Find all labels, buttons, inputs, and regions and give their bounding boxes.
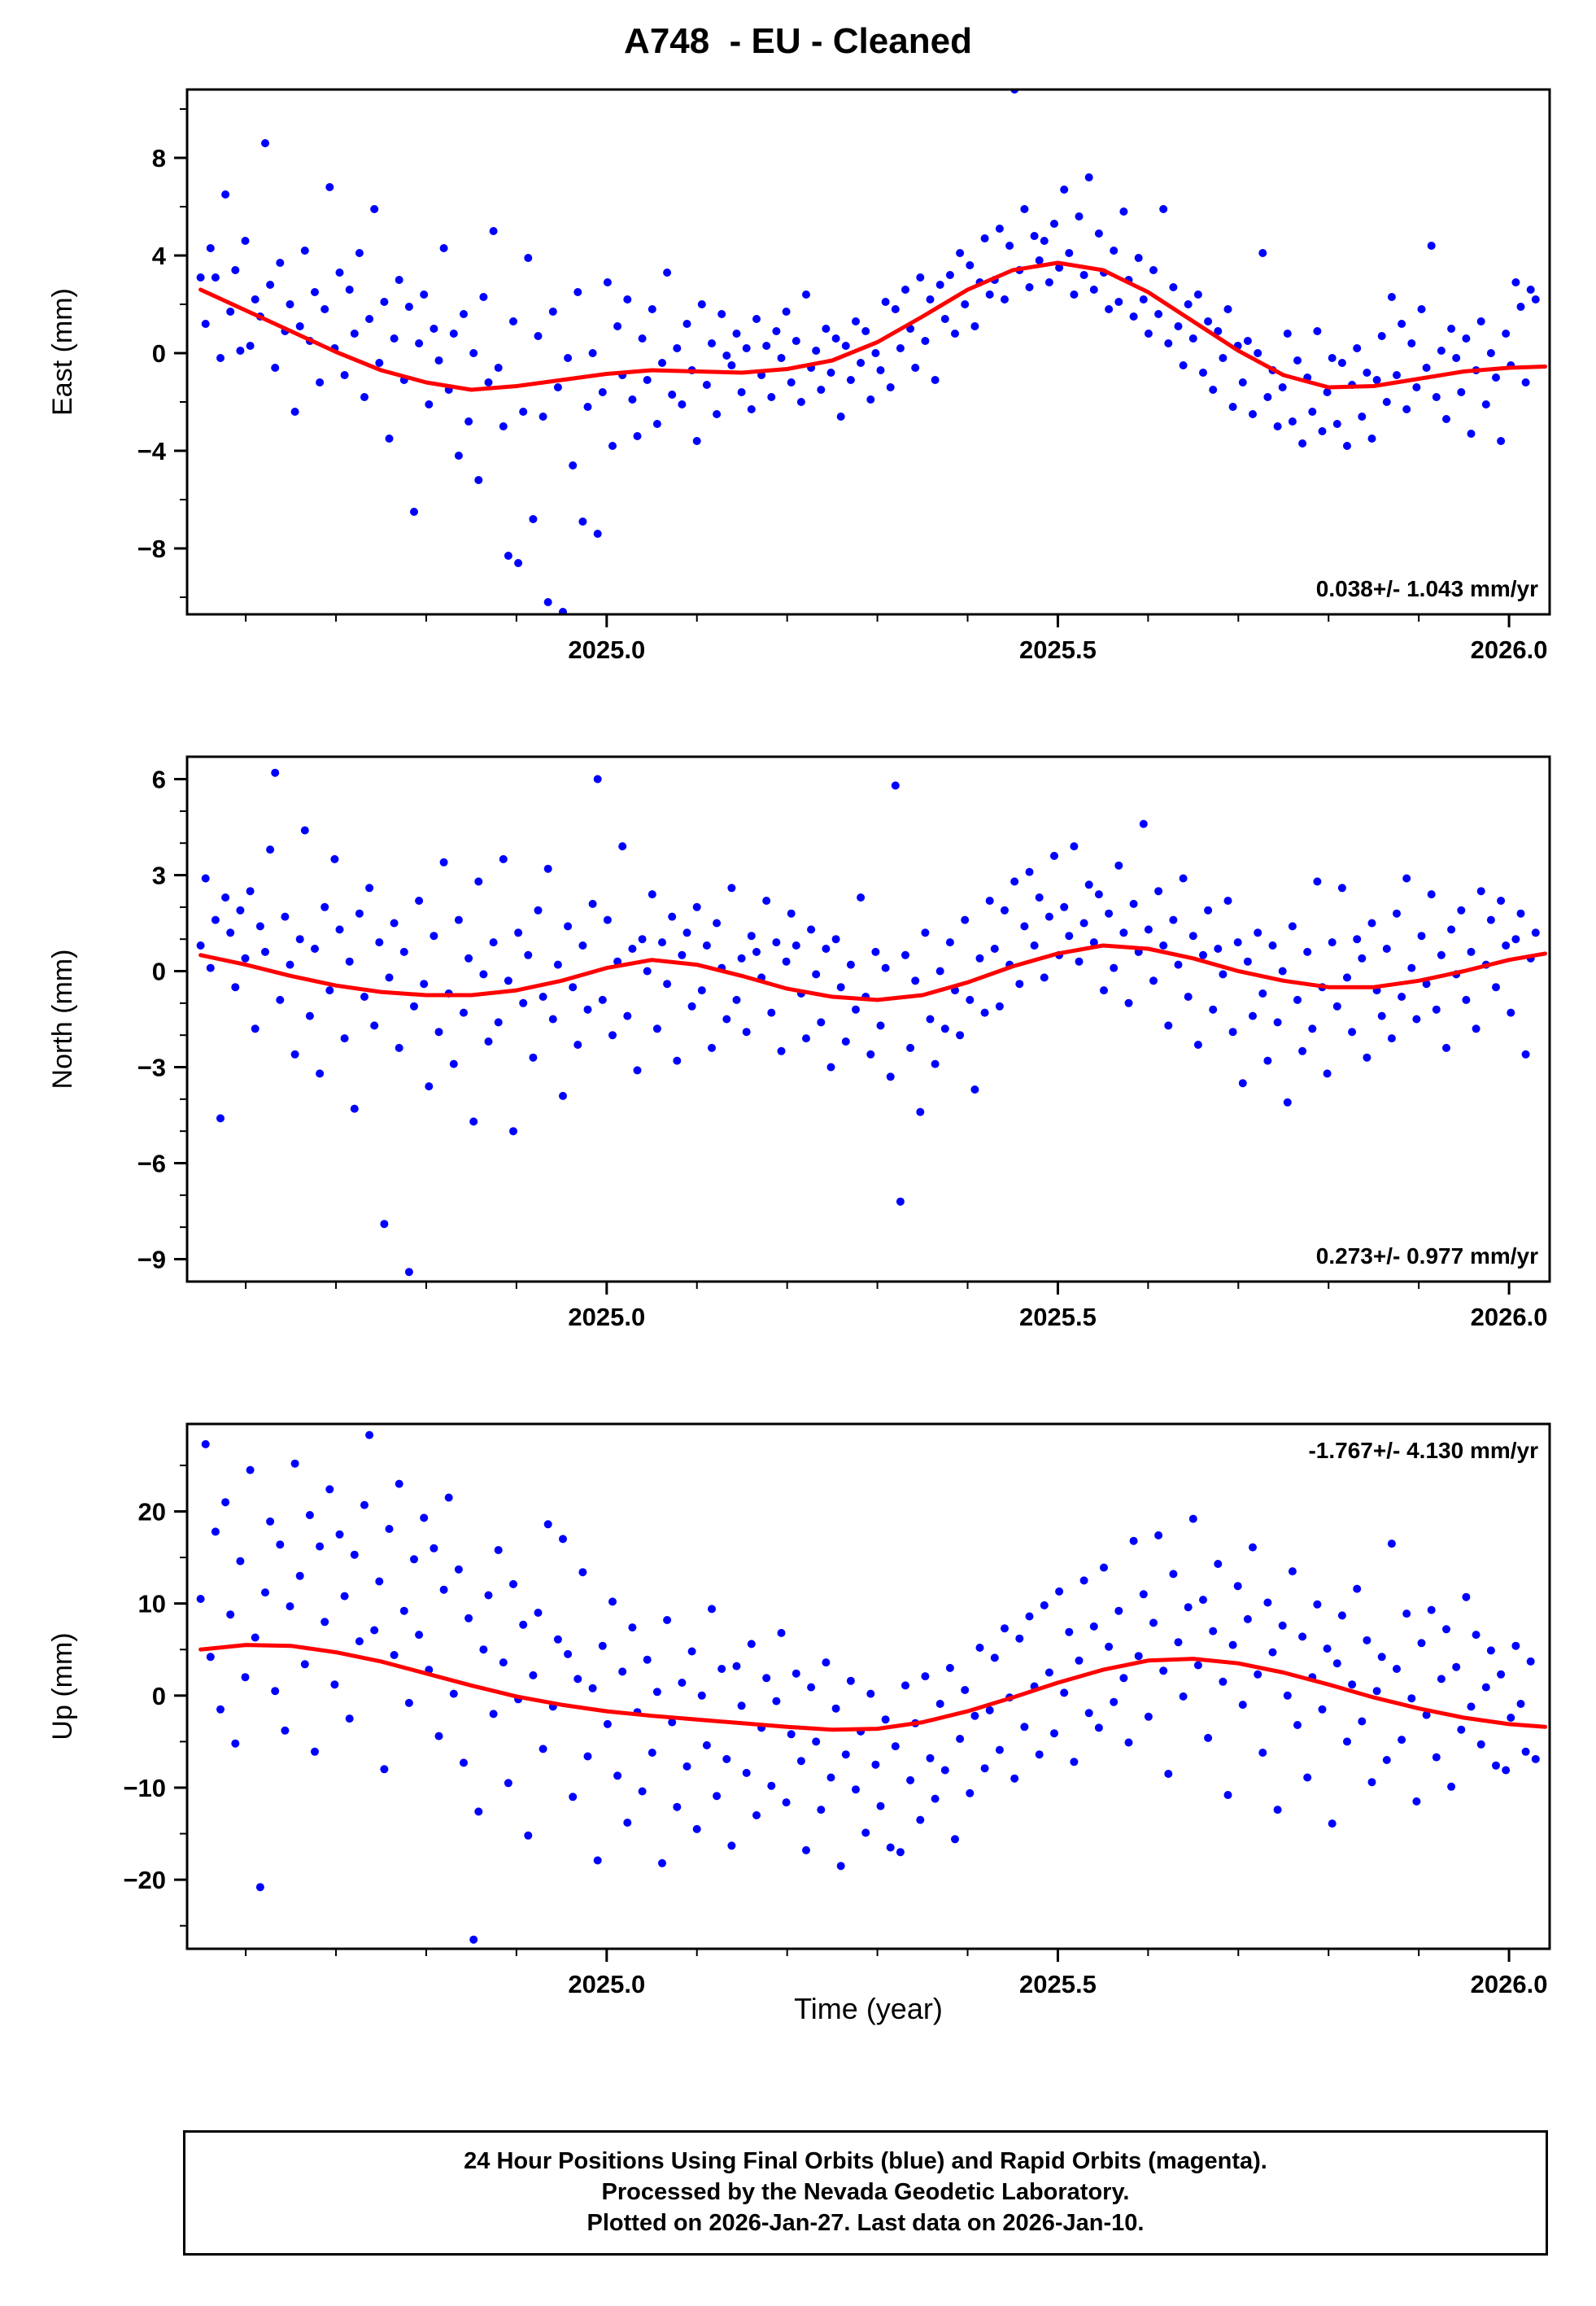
scatter-points bbox=[196, 90, 1540, 614]
tick-labels: 2025.0 2025.5 2026.0 −8 −4 0 4 8 bbox=[137, 144, 1548, 664]
axis-ticks bbox=[174, 778, 1511, 1295]
caption-line-3: Plotted on 2026-Jan-27. Last data on 202… bbox=[587, 2210, 1145, 2236]
plot-frame bbox=[185, 755, 1551, 1283]
trend-line bbox=[198, 943, 1547, 1002]
rate-annotation: -1.767+/- 4.130 mm/yr bbox=[1308, 1438, 1538, 1463]
svg-text:4: 4 bbox=[152, 242, 167, 270]
svg-text:2025.0: 2025.0 bbox=[568, 1303, 645, 1331]
svg-text:−9: −9 bbox=[137, 1245, 166, 1273]
y-axis-label: East (mm) bbox=[47, 288, 78, 416]
svg-text:2025.5: 2025.5 bbox=[1019, 1303, 1097, 1331]
svg-text:2026.0: 2026.0 bbox=[1471, 635, 1548, 664]
caption-line-2: Processed by the Nevada Geodetic Laborat… bbox=[601, 2179, 1130, 2205]
rate-annotation: 0.038+/- 1.043 mm/yr bbox=[1316, 576, 1538, 601]
svg-text:2026.0: 2026.0 bbox=[1471, 1970, 1548, 1998]
scatter-points bbox=[196, 1430, 1540, 1944]
tick-labels: 2025.0 2025.5 2026.0 −20 −10 0 10 20 bbox=[123, 1498, 1547, 1999]
svg-text:2026.0: 2026.0 bbox=[1471, 1303, 1548, 1331]
svg-text:10: 10 bbox=[138, 1590, 166, 1618]
tick-labels: 2025.0 2025.5 2026.0 −9 −6 −3 0 3 6 bbox=[137, 766, 1548, 1331]
scatter-points bbox=[196, 768, 1540, 1277]
svg-text:3: 3 bbox=[152, 862, 166, 890]
plot-frame bbox=[185, 1422, 1551, 1950]
svg-text:20: 20 bbox=[138, 1498, 166, 1526]
trend-line bbox=[198, 1643, 1547, 1732]
svg-text:2025.0: 2025.0 bbox=[568, 1970, 645, 1998]
trend-line bbox=[198, 260, 1547, 392]
north-panel: 2025.0 2025.5 2026.0 −9 −6 −3 0 3 6 North (mm) 0.2… bbox=[47, 755, 1551, 1331]
svg-text:−6: −6 bbox=[137, 1149, 166, 1177]
svg-text:2025.0: 2025.0 bbox=[568, 635, 645, 664]
svg-text:2025.5: 2025.5 bbox=[1019, 635, 1097, 664]
svg-text:−8: −8 bbox=[137, 535, 166, 563]
x-axis-title: Time (year) bbox=[794, 1992, 943, 2025]
svg-text:−10: −10 bbox=[123, 1774, 166, 1802]
svg-text:−4: −4 bbox=[137, 437, 167, 465]
y-axis-label: North (mm) bbox=[47, 950, 78, 1090]
svg-text:0: 0 bbox=[152, 958, 166, 986]
rate-annotation: 0.273+/- 0.977 mm/yr bbox=[1316, 1243, 1538, 1269]
east-panel: 2025.0 2025.5 2026.0 −8 −4 0 4 8 East (mm) 0.038+… bbox=[47, 88, 1551, 664]
caption-box: 24 Hour Positions Using Final Orbits (bl… bbox=[183, 2130, 1548, 2256]
caption-line-1: 24 Hour Positions Using Final Orbits (bl… bbox=[464, 2148, 1267, 2174]
svg-text:6: 6 bbox=[152, 766, 166, 794]
axis-ticks bbox=[174, 1464, 1511, 1962]
svg-text:0: 0 bbox=[152, 339, 166, 368]
svg-text:0: 0 bbox=[152, 1682, 166, 1710]
up-panel: 2025.0 2025.5 2026.0 −20 −10 0 10 20 Up (mm) -1.7… bbox=[47, 1422, 1551, 1999]
svg-text:8: 8 bbox=[152, 144, 166, 173]
plot-title: A748 - EU - Cleaned bbox=[624, 21, 972, 61]
y-axis-label: Up (mm) bbox=[47, 1632, 78, 1740]
svg-text:−20: −20 bbox=[123, 1866, 166, 1894]
svg-text:−3: −3 bbox=[137, 1053, 166, 1081]
plot-frame bbox=[185, 88, 1551, 616]
svg-text:2025.5: 2025.5 bbox=[1019, 1970, 1097, 1998]
